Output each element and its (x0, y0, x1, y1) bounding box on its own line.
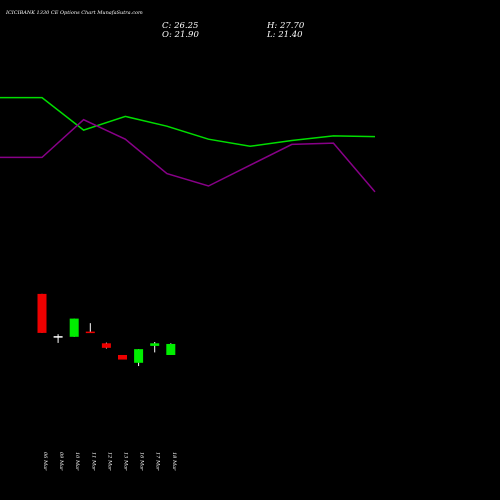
candle-body (69, 318, 79, 337)
candle-body (118, 355, 127, 360)
x-tick-label: 12 Mar (106, 452, 112, 471)
x-tick-label: 18 Mar (171, 452, 177, 471)
candle-body (150, 343, 160, 346)
candle (101, 342, 111, 349)
close-value: C: 26.25 (162, 21, 199, 31)
candle-body (37, 293, 47, 333)
x-tick-label: 11 Mar (90, 452, 96, 471)
x-tick-label: 17 Mar (155, 452, 161, 471)
chart-title: ICICIBANK 1330 CE Options Chart MunafaSu… (6, 10, 143, 16)
x-tick-label: 16 Mar (139, 452, 145, 471)
candle-body (166, 343, 176, 355)
candle-body (101, 343, 111, 348)
candle (69, 318, 79, 337)
indicator-line-1 (0, 96, 376, 148)
low-value: L: 21.40 (267, 30, 303, 40)
x-tick-label: 06 Mar (42, 452, 48, 471)
candle (134, 349, 144, 367)
candle-body (134, 349, 144, 363)
candle (85, 323, 95, 334)
open-value: O: 21.90 (162, 30, 199, 40)
x-tick-label: 09 Mar (58, 452, 64, 471)
candle (53, 334, 63, 343)
indicator-line-2 (0, 118, 376, 193)
x-axis-labels: 06 Mar 09 Mar 10 Mar 11 Mar 12 Mar 13 Mar 16 M… (42, 452, 177, 471)
x-tick-label: 10 Mar (74, 452, 80, 471)
candle (37, 293, 47, 333)
candle (150, 342, 160, 353)
indicator-lines (0, 96, 376, 193)
candle-body (85, 331, 95, 334)
candle (118, 355, 127, 360)
x-tick-label: 13 Mar (123, 452, 129, 471)
candle (166, 343, 176, 355)
candles (37, 293, 176, 367)
high-value: H: 27.70 (267, 21, 305, 31)
candle-body (53, 336, 63, 338)
